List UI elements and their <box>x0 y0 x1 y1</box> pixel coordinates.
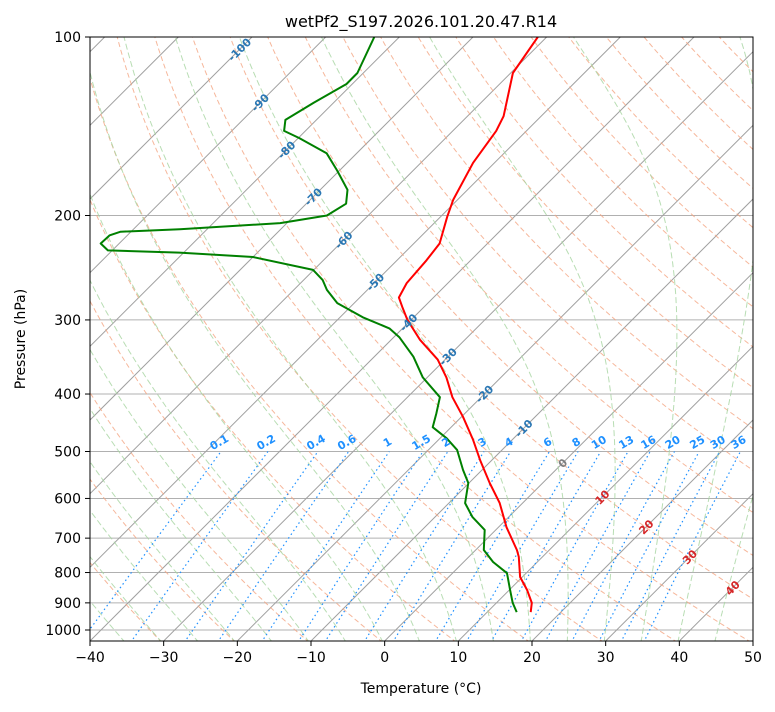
moist-adiabat-line <box>44 24 383 643</box>
mixing-ratio-label: 30 <box>708 433 728 452</box>
y-tick-label: 900 <box>54 596 81 612</box>
mixing-ratio-label: 0.2 <box>254 432 277 453</box>
x-tick-label: 50 <box>744 650 762 666</box>
mixing-ratio-line <box>131 452 268 643</box>
y-tick-label: 1000 <box>45 623 81 639</box>
dry-adiabat-line <box>744 24 775 643</box>
dry-adiabat-line <box>3 24 384 643</box>
mixing-ratio-label: 0.1 <box>208 432 231 453</box>
mixing-ratio-line <box>393 452 511 643</box>
mixing-ratio-line <box>261 452 389 643</box>
moist-adiabat-line <box>14 24 346 643</box>
dry-adiabat-line <box>0 24 309 643</box>
mixing-ratio-line <box>521 452 629 643</box>
y-tick-label: 100 <box>54 30 81 46</box>
dry-adiabat-line <box>188 24 752 643</box>
mixing-ratio-label: 25 <box>688 433 708 452</box>
mixing-ratio-label: 36 <box>729 433 749 452</box>
moist-adiabat-line <box>0 24 199 643</box>
mixing-ratio-label: 20 <box>663 433 683 452</box>
isotherm-line <box>0 37 399 643</box>
moist-adiabat-line <box>0 24 273 643</box>
dry-adiabat-line <box>299 24 775 643</box>
mixing-ratio-label: 1.5 <box>410 432 433 453</box>
dry-adiabat-line <box>114 24 604 643</box>
axes: −40 −30 −20 −10 0 10 20 30 40 50 100 200 300 400 500 60… <box>45 30 762 666</box>
x-tick-label: −30 <box>149 650 179 666</box>
dry-adiabat-line <box>77 24 531 643</box>
moist-adiabat-line <box>565 24 677 643</box>
moist-adiabat-line <box>79 24 420 643</box>
isotherm-line <box>383 37 775 643</box>
y-tick-label: 800 <box>54 566 81 582</box>
background-lines <box>0 24 775 643</box>
dry-adiabat-line <box>373 24 775 643</box>
mixing-ratio-label: 0.4 <box>304 432 328 453</box>
mixing-ratio-label: 13 <box>616 433 636 452</box>
isotherm-label: -70 <box>302 185 325 208</box>
dry-adiabat-line <box>0 24 236 643</box>
y-tick-label: 200 <box>54 209 81 225</box>
mixing-ratio-label: 1 <box>381 435 394 450</box>
x-tick-label: −20 <box>223 650 253 666</box>
dry-adiabat-line <box>707 24 775 643</box>
dry-adiabat-line <box>633 24 775 643</box>
isotherm-line <box>0 37 326 643</box>
moist-adiabat-line <box>0 24 309 643</box>
dry-adiabat-line <box>410 24 775 643</box>
isotherm-label: -80 <box>275 138 298 161</box>
mixing-ratio-label: 16 <box>639 433 659 452</box>
isotherm-line <box>751 37 775 643</box>
y-tick-label: 600 <box>54 491 81 507</box>
temperature-profile-line <box>399 37 538 612</box>
mixing-ratio-line <box>435 452 550 643</box>
dry-adiabat-line <box>485 24 775 643</box>
mixing-ratio-label: 8 <box>570 435 583 450</box>
moist-adiabat-line <box>316 24 569 643</box>
x-tick-label: 30 <box>597 650 615 666</box>
mixing-ratio-line <box>571 452 674 643</box>
y-tick-label: 300 <box>54 313 81 329</box>
dry-adiabat-line <box>670 24 775 643</box>
mixing-ratio-line <box>217 452 348 643</box>
mixing-ratio-label: 10 <box>589 433 609 452</box>
x-tick-label: −10 <box>296 650 326 666</box>
x-tick-label: 40 <box>670 650 688 666</box>
moist-adiabat-line <box>0 24 236 643</box>
mixing-ratio-label: 3 <box>476 435 489 450</box>
isotherm-label: -90 <box>249 91 272 114</box>
x-tick-label: 0 <box>380 650 389 666</box>
chart-title: wetPf2_S197.2026.101.20.47.R14 <box>285 12 557 32</box>
mixing-ratio-line <box>644 452 741 643</box>
isotherm-line <box>457 37 775 643</box>
x-tick-label: 10 <box>449 650 467 666</box>
moist-adiabat-line <box>171 24 493 643</box>
dry-adiabat-line <box>522 24 775 643</box>
moist-adiabat-line <box>422 24 615 643</box>
isotherm-line <box>88 37 694 643</box>
y-tick-label: 500 <box>54 444 81 460</box>
y-tick-label: 400 <box>54 387 81 403</box>
y-tick-label: 700 <box>54 531 81 547</box>
mixing-ratio-line <box>364 452 484 643</box>
x-axis-label: Temperature (°C) <box>360 681 482 697</box>
x-tick-label: −40 <box>75 650 105 666</box>
x-tick-label: 20 <box>523 650 541 666</box>
isotherm-line <box>162 37 768 643</box>
isotherm-line <box>15 37 621 643</box>
dewpoint-profile-line <box>101 37 517 612</box>
y-axis-label: Pressure (hPa) <box>13 289 29 389</box>
mixing-ratio-line <box>621 452 720 643</box>
